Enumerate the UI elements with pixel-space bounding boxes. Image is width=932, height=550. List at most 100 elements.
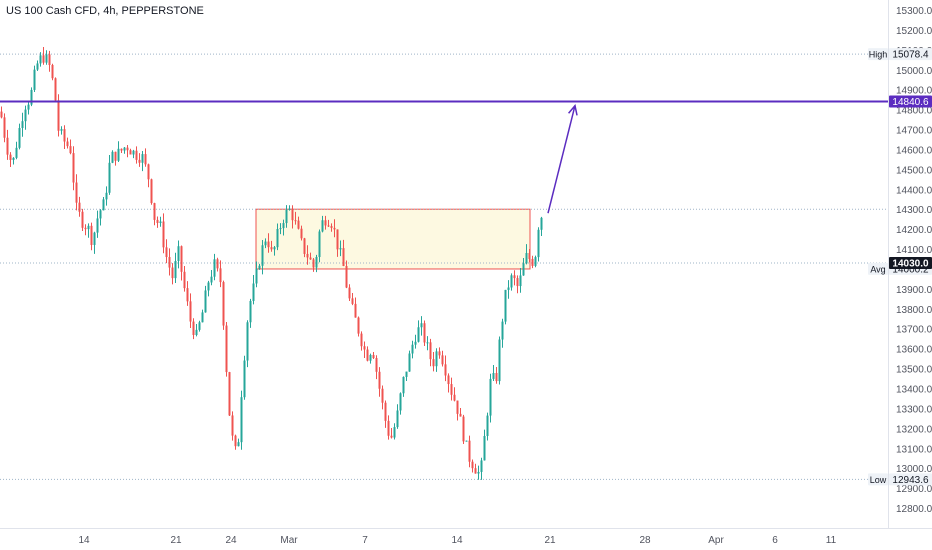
candle-body [402,376,405,394]
candle-body [138,159,141,163]
candle-body [441,355,444,365]
candle-body [21,121,24,129]
candle-body [390,435,393,438]
low-marker-label: Low [870,475,887,485]
time-tick-label: Apr [708,535,724,546]
candle-body [522,263,525,276]
candle-body [375,358,378,372]
candle-body [435,351,438,367]
candle-body [15,147,18,158]
candle-body [90,225,93,245]
time-tick-label: 6 [772,535,778,546]
candle-body [42,55,45,63]
candle-body [81,211,84,228]
candle-body [165,247,168,258]
price-tick-label: 13700.0 [896,325,932,336]
candle-body [237,442,240,447]
time-scale[interactable]: 14 21 24 Mar 7 14 21 28 Apr 6 11 [78,535,836,546]
time-tick-label: Mar [280,535,298,546]
candle-body [78,202,81,212]
candle-body [444,364,447,376]
candle-body [276,228,279,248]
price-tick-label: 13200.0 [896,424,932,435]
candle-body [432,359,435,367]
candle-body [222,282,225,326]
current-price-marker-value-bg [889,256,932,269]
candle-body [219,268,222,283]
candle-body [150,179,153,204]
price-tick-label: 13100.0 [896,444,932,455]
candle-body [372,354,375,359]
time-tick-label: 21 [170,535,182,546]
candle-body [447,375,450,385]
time-tick-label: 28 [639,535,651,546]
projection-arrow [547,103,578,214]
price-tick-label: 12800.0 [896,504,932,515]
candle-body [135,150,138,160]
zone-rect [255,208,531,270]
candle-body [333,227,336,230]
candle-body [291,208,294,221]
candle-body [105,192,108,200]
price-tick-label: 14700.0 [896,126,932,137]
candle-body [474,468,477,474]
candle-body [9,154,12,160]
candle-body [537,229,540,258]
candle-body [180,246,183,272]
candle-body [72,153,75,183]
high-marker-label: High [869,50,888,60]
avg-marker-label-bg [868,262,888,275]
candle-body [231,415,234,436]
candle-body [315,257,318,268]
candle-body [456,400,459,414]
candle-body [525,253,528,264]
candle-body [264,241,267,246]
arrow-head [568,103,578,116]
candle-body [414,341,417,345]
candle-body [102,199,105,211]
avg-marker-value: 14000.2 [892,264,929,275]
candle-body [111,151,114,163]
candle-body [366,349,369,361]
candle-body [285,209,288,224]
candle-body [330,226,333,228]
low-marker-value-bg [889,473,932,486]
high-marker-value-bg [889,48,932,61]
candle-body [324,220,327,226]
candle-body [198,322,201,330]
candle-body [114,151,117,161]
candle-body [294,220,297,222]
candle-body [426,342,429,344]
candle-body [69,146,72,154]
chart-title: US 100 Cash CFD, 4h, PEPPERSTONE [6,5,204,17]
candle-body [228,372,231,416]
candle-body [63,129,66,142]
candle-body [486,415,489,436]
candle-body [300,228,303,239]
candle-body [411,344,414,354]
candle-body [408,353,411,372]
price-tick-label: 14600.0 [896,145,932,156]
price-tick-label: 14400.0 [896,185,932,196]
candle-body [57,100,60,131]
candle-body [282,223,285,229]
candle-body [297,220,300,229]
high-marker-value: 15078.4 [892,50,929,61]
candle-body [423,323,426,343]
candle-body [453,394,456,401]
price-tick-label: 13300.0 [896,404,932,415]
candle-body [252,283,255,301]
candle-body [489,378,492,416]
candle-body [183,271,186,289]
candle-body [471,461,474,469]
candle-body [363,346,366,350]
candle-body [54,78,57,101]
candle-body [36,63,39,70]
candle-body [273,247,276,250]
price-tick-label: 14200.0 [896,225,932,236]
candle-body [516,278,519,287]
candle-body [174,260,177,279]
candle-body [336,229,339,250]
candle-body [354,303,357,318]
